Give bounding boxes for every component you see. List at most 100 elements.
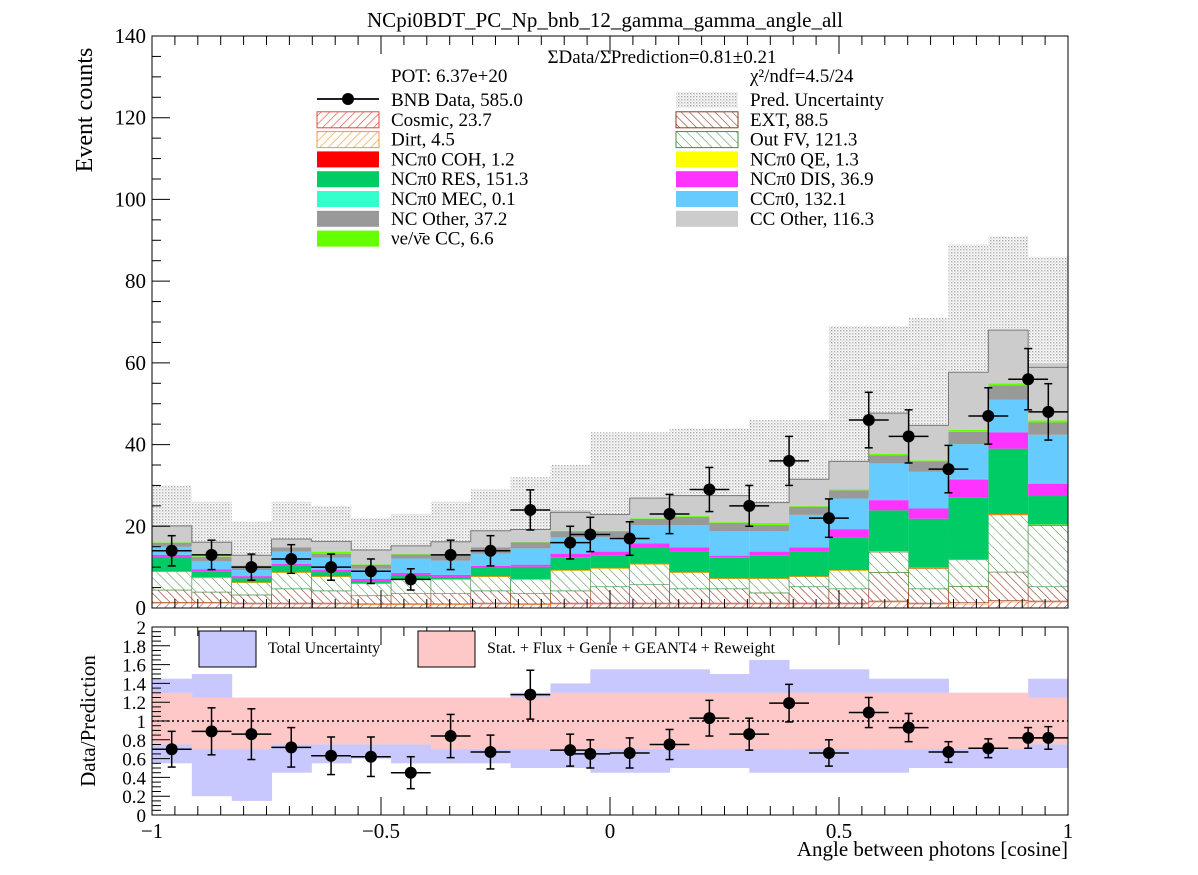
stack-bar-nc-other [948,432,988,444]
ratio-point [445,730,457,742]
chi2-summary: χ²/ndf=4.5/24 [749,66,854,87]
stack-bar-nc-0-res [869,510,909,551]
stack-bar-nc-0-qe [709,578,749,579]
data-point [365,565,377,577]
stack-bar-ext [709,589,749,603]
stack-bar-nc-0-res [471,568,511,576]
stack-bar-nc-other [789,507,829,515]
stack-bar-cc-0 [670,525,710,547]
legend-swatch-nc-0-mec [317,191,379,207]
ratio-summary: ΣData/ΣPrediction=0.81±0.21 [547,47,776,68]
legend-swatch-cc-other [676,211,738,227]
stack-bar-cosmic [152,603,192,608]
legend-swatch-nc-other [317,211,379,227]
stack-bar-ext [511,594,551,604]
y-tick-label: 60 [125,351,146,375]
stack-bar-nc-0-res [1028,496,1068,525]
stack-bar-cc-other [709,496,749,523]
legend-total-uncertainty-swatch [199,631,256,667]
ratio-point [524,689,536,701]
stack-bar-out-fv [351,583,391,595]
data-point [743,500,755,512]
stack-bar-ext [431,594,471,604]
stack-bar-out-fv [1028,525,1068,586]
stack-bar-nc-0-dis [789,548,829,552]
ratio-point [982,742,994,754]
stack-bar--e-e-cc [829,490,869,491]
ratio-y-tick-label: 1.4 [122,674,146,695]
legend-data-label: BNB Data, 585.0 [391,90,523,111]
y-tick-label: 120 [115,106,147,130]
stack-bar-cosmic [471,604,511,608]
data-point [405,573,417,585]
data-point [823,512,835,524]
x-tick-label: −1 [141,819,163,843]
stack-bar-nc-0-dis [431,575,471,577]
stack-bar-out-fv [749,579,789,593]
ratio-point [863,707,875,719]
data-point [166,545,178,557]
ratio-point [1042,732,1054,744]
bottom-panel: 00.20.40.60.811.21.41.61.82 −1 −0.5 0 0.5 1 … [76,618,1073,861]
stack-bar-ext [391,594,431,604]
stack-bar-nc-0-dis [948,479,988,497]
legend-uncertainty-swatch [676,92,738,108]
stack-bar-nc-0-res [789,552,829,577]
stack-bar-nc-other [630,519,670,525]
data-point [445,549,457,561]
legend-swatch-nc-0-coh [317,151,379,167]
stack-bar-nc-0-res [590,556,629,568]
ratio-point [903,722,915,734]
stack-bar-cosmic [311,604,351,608]
ratio-point [285,741,297,753]
stack-bar-nc-other [511,542,551,548]
stack-bar--e-e-cc [391,554,431,555]
data-point [903,430,915,442]
stack-bar-cosmic [948,604,988,608]
stack-bar-cc-other [590,514,629,530]
legend-total-uncertainty-label: Total Uncertainty [268,640,380,657]
stack-bar-cc-other [630,498,670,518]
stack-bar--e-e-cc [630,519,670,520]
stack-bar-nc-0-res [909,519,949,568]
stack-bar-ext [829,589,869,603]
stack-bar-ext [232,595,272,603]
data-point [325,561,337,573]
stack-bar-nc-0-res [511,567,551,579]
stack-bar--e-e-cc [988,383,1028,385]
data-point [245,561,257,573]
ratio-point [166,743,178,755]
stack-bar-out-fv [909,568,949,588]
ratio-y-tick-label: 0.6 [122,750,146,771]
stack-bar-nc-0-qe [789,576,829,577]
ratio-point [325,750,337,762]
stack-bar-cosmic [869,602,909,608]
stack-bar-nc-0-dis [511,565,551,567]
legend-label-nc-0-dis: NCπ0 DIS, 36.9 [750,169,874,190]
x-tick-label: 0 [605,819,616,843]
legend-label-cc-0: CCπ0, 132.1 [750,189,847,210]
ratio-y-tick-label: 1.8 [122,637,146,658]
stack-bar-out-fv [431,579,471,593]
x-tick-label: −0.5 [362,819,400,843]
stack-bar-out-fv [709,579,749,589]
stack-bar-out-fv [511,579,551,593]
ratio-y-tick-label: 0.8 [122,731,146,752]
stack-bar-cc-0 [869,463,909,500]
data-point [285,553,297,565]
ratio-point [624,747,636,759]
stack-bar-nc-0-qe [869,551,909,552]
legend-label-nc-0-coh: NCπ0 COH, 1.2 [391,149,515,170]
stack-bar-nc-0-qe [550,570,590,571]
stack-bar-nc-0-qe [152,571,192,572]
stack-bar-cosmic [709,604,749,608]
stack-bar-cc-0 [829,499,869,530]
stack-bar-cosmic [749,604,789,608]
stack-bar-cc-0 [630,525,670,543]
stack-bar-nc-0-qe [948,559,988,560]
stack-bar-out-fv [869,552,909,572]
stack-bar-nc-other [829,490,869,498]
stack-bar-nc-0-qe [988,514,1028,515]
stack-bar-nc-0-qe [1028,525,1068,526]
stack-bar-cc-0 [709,531,749,556]
